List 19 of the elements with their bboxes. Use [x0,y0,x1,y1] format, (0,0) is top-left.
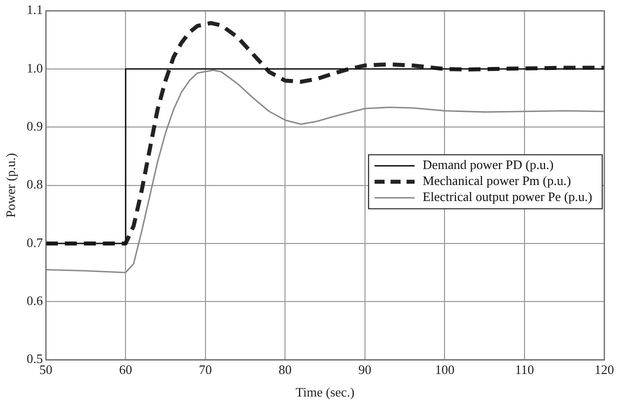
legend-label: Electrical output power Pe (p.u.) [422,189,592,204]
y-tick-label: 1.1 [26,2,43,18]
y-axis-title: Power (p.u.) [3,152,18,218]
x-tick-label: 80 [278,362,292,378]
x-tick-label: 110 [514,362,534,378]
y-tick-label: 0.7 [26,234,44,250]
legend-label: Demand power PD (p.u.) [422,157,554,172]
y-tick-label: 1.0 [26,60,43,76]
y-tick-label: 0.8 [26,176,43,192]
x-tick-label: 100 [434,362,454,378]
y-tick-label: 0.6 [26,293,44,308]
x-tick-label: 120 [594,362,614,378]
x-tick-label: 60 [119,362,132,378]
x-tick-label: 90 [358,362,372,378]
x-axis-title: Time (sec.) [296,384,354,400]
line-series [46,21,604,246]
y-tick-label: 0.9 [26,118,43,134]
x-tick-label: 70 [198,362,212,378]
legend-label: Mechanical power Pm (p.u.) [422,173,571,188]
